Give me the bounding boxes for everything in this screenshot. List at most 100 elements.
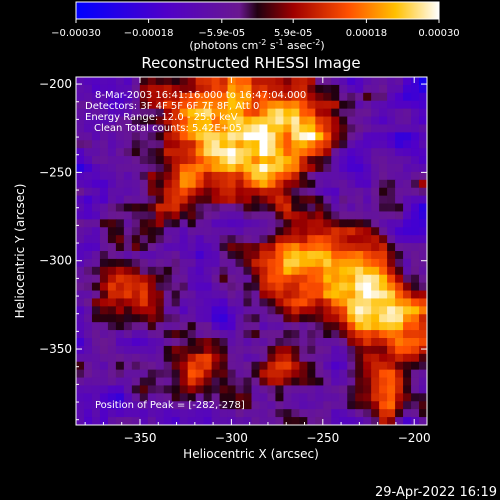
heatmap-cell: [259, 266, 269, 276]
heatmap-cell: [403, 179, 412, 189]
heatmap-cell: [251, 203, 261, 213]
heatmap-cell: [267, 377, 277, 387]
y-tick-label: −200: [39, 77, 72, 91]
heatmap-cell: [131, 243, 141, 252]
heatmap-cell: [419, 195, 427, 205]
heatmap-cell: [195, 187, 205, 197]
heatmap-cell: [99, 274, 109, 284]
heatmap-cell: [299, 345, 308, 355]
heatmap-cell: [83, 235, 93, 244]
heatmap-cell: [243, 124, 253, 133]
heatmap-cell: [83, 108, 93, 118]
heatmap-cell: [371, 417, 380, 425]
heatmap-cell: [283, 124, 292, 133]
heatmap-cell: [219, 203, 229, 213]
heatmap-cell: [235, 227, 245, 236]
heatmap-cell: [243, 219, 253, 228]
heatmap-cell: [403, 298, 412, 307]
heatmap-cell: [131, 140, 141, 149]
heatmap-cell: [419, 203, 427, 213]
heatmap-cell: [395, 77, 404, 86]
heatmap-cell: [147, 345, 157, 355]
heatmap-cell: [419, 211, 427, 220]
heatmap-cell: [195, 417, 205, 425]
heatmap-cell: [411, 116, 420, 126]
heatmap-cell: [227, 211, 237, 220]
heatmap-cell: [411, 235, 420, 244]
heatmap-cell: [163, 298, 173, 307]
heatmap-cell: [171, 195, 181, 205]
heatmap-cell: [323, 92, 332, 102]
heatmap-cell: [91, 179, 101, 189]
heatmap-cell: [347, 243, 356, 252]
heatmap-cell: [323, 369, 332, 379]
heatmap-cell: [251, 330, 261, 339]
heatmap-cell: [235, 330, 245, 339]
heatmap-cell: [115, 282, 125, 292]
heatmap-cell: [355, 227, 364, 236]
heatmap-cell: [147, 314, 157, 323]
heatmap-cell: [171, 322, 181, 331]
heatmap-cell: [387, 227, 396, 236]
heatmap-cell: [139, 132, 149, 141]
heatmap-cell: [307, 385, 316, 394]
heatmap-cell: [179, 282, 189, 292]
heatmap-cell: [123, 401, 133, 410]
heatmap-cell: [275, 227, 285, 236]
heatmap-cell: [171, 171, 181, 181]
heatmap-cell: [131, 361, 141, 371]
heatmap-cell: [123, 266, 133, 276]
heatmap-cell: [211, 203, 221, 213]
heatmap-cell: [291, 306, 300, 315]
heatmap-cell: [115, 361, 125, 371]
heatmap-cell: [76, 179, 85, 189]
heatmap-cell: [307, 330, 316, 339]
heatmap-cell: [147, 361, 157, 371]
heatmap-cell: [131, 235, 141, 244]
heatmap-cell: [171, 353, 181, 363]
heatmap-cell: [99, 219, 109, 228]
heatmap-cell: [203, 298, 213, 307]
heatmap-cell: [387, 203, 396, 213]
colorbar-tick-label: 0.00018: [346, 28, 387, 39]
heatmap-cell: [315, 140, 324, 149]
heatmap-cell: [299, 84, 308, 94]
heatmap-cell: [411, 338, 420, 347]
heatmap-cell: [115, 187, 125, 197]
heatmap-cell: [259, 385, 269, 394]
heatmap-cell: [243, 377, 253, 387]
heatmap-cell: [275, 164, 285, 173]
heatmap-cell: [179, 195, 189, 205]
heatmap-cell: [147, 338, 157, 347]
heatmap-cell: [115, 314, 125, 323]
heatmap-cell: [107, 100, 117, 110]
heatmap-cell: [299, 171, 308, 181]
heatmap-cell: [251, 140, 261, 149]
heatmap-cell: [347, 322, 356, 331]
heatmap-cell: [299, 251, 308, 260]
heatmap-cell: [283, 227, 292, 236]
heatmap-cell: [395, 314, 404, 323]
heatmap-cell: [411, 361, 420, 371]
heatmap-cell: [275, 322, 285, 331]
heatmap-cell: [331, 219, 340, 228]
heatmap-cell: [211, 330, 221, 339]
heatmap-cell: [211, 84, 221, 94]
heatmap-cell: [395, 322, 404, 331]
heatmap-cell: [76, 219, 85, 228]
heatmap-cell: [363, 409, 372, 418]
heatmap-cell: [363, 124, 372, 133]
heatmap-cell: [283, 179, 292, 189]
heatmap-cell: [251, 124, 261, 133]
heatmap-cell: [387, 164, 396, 173]
heatmap-cell: [387, 377, 396, 387]
heatmap-cell: [291, 132, 300, 141]
heatmap-cell: [91, 211, 101, 220]
heatmap-cell: [91, 401, 101, 410]
heatmap-cell: [363, 266, 372, 276]
heatmap-cell: [171, 140, 181, 149]
colorbar: −0.00030 −0.00018 −5.9e-05 5.9e-05 0.00018 0.…: [51, 1, 460, 52]
heatmap-cell: [227, 140, 237, 149]
heatmap-cell: [139, 353, 149, 363]
heatmap-cell: [99, 124, 109, 133]
